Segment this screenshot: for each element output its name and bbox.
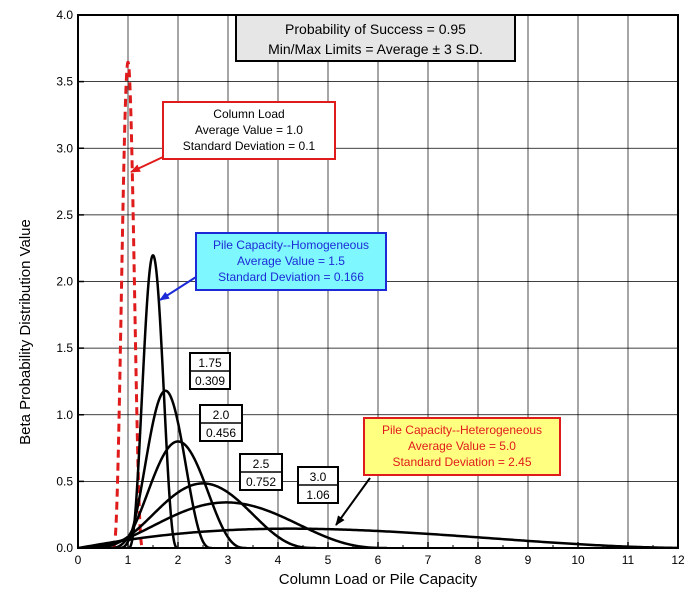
curve-label-1-sd: 0.309 bbox=[195, 374, 225, 388]
heterogeneous-annotation: Pile Capacity--Heterogeneous Average Val… bbox=[363, 417, 561, 476]
curve-label-4-sd: 1.06 bbox=[306, 488, 330, 502]
curve-mean-3-sd-1_06 bbox=[78, 501, 388, 548]
x-tick-label: 4 bbox=[275, 553, 282, 567]
curve-label-2-mean: 2.0 bbox=[213, 408, 230, 422]
homogeneous-line-3: Standard Deviation = 0.166 bbox=[218, 270, 364, 284]
heterogeneous-line-2: Average Value = 5.0 bbox=[408, 439, 516, 453]
homogeneous-arrow bbox=[159, 276, 197, 301]
curve-label-2: 2.0 0.456 bbox=[199, 404, 243, 442]
curve-mean-1_75-sd-0_309 bbox=[118, 389, 213, 548]
homogeneous-line-2: Average Value = 1.5 bbox=[237, 254, 345, 268]
curve-mean-5-sd-2_45 bbox=[78, 527, 678, 548]
column-load-arrow bbox=[130, 156, 164, 173]
header-box: Probability of Success = 0.95 Min/Max Li… bbox=[235, 14, 516, 62]
column-load-line-2: Average Value = 1.0 bbox=[195, 123, 303, 137]
curve-label-3: 2.5 0.752 bbox=[239, 453, 283, 491]
x-axis-label: Column Load or Pile Capacity bbox=[279, 571, 478, 588]
heterogeneous-line-1: Pile Capacity--Heterogeneous bbox=[382, 423, 542, 437]
y-axis-label: Beta Probability Distribution Value bbox=[17, 219, 34, 445]
x-tick-label: 3 bbox=[225, 553, 232, 567]
homogeneous-line-1: Pile Capacity--Homogeneous bbox=[213, 238, 369, 252]
x-tick-label: 8 bbox=[475, 553, 482, 567]
curve-label-3-sd: 0.752 bbox=[246, 475, 276, 489]
curve-label-1: 1.75 0.309 bbox=[189, 352, 231, 390]
curve-label-3-mean: 2.5 bbox=[253, 457, 270, 471]
distribution-curves bbox=[78, 60, 678, 548]
x-tick-label: 0 bbox=[75, 553, 82, 567]
column-load-line-1: Column Load bbox=[213, 107, 284, 121]
header-line-1: Probability of Success = 0.95 bbox=[285, 21, 466, 37]
curve-label-4-mean: 3.0 bbox=[310, 470, 327, 484]
curve-label-1-mean: 1.75 bbox=[198, 356, 222, 370]
x-tick-label: 7 bbox=[425, 553, 432, 567]
y-tick-label: 2.0 bbox=[56, 275, 73, 289]
x-tick-label: 9 bbox=[525, 553, 532, 567]
x-tick-label: 10 bbox=[571, 553, 585, 567]
x-tick-label: 11 bbox=[622, 553, 635, 567]
header-line-2: Min/Max Limits = Average ± 3 S.D. bbox=[268, 41, 483, 57]
column-load-line-3: Standard Deviation = 0.1 bbox=[183, 139, 316, 153]
x-tick-label: 5 bbox=[325, 553, 332, 567]
y-tick-label: 1.5 bbox=[56, 341, 73, 355]
x-tick-label: 1 bbox=[125, 553, 132, 567]
y-tick-label: 0.5 bbox=[56, 474, 73, 488]
heterogeneous-line-3: Standard Deviation = 2.45 bbox=[392, 455, 531, 469]
y-tick-label: 2.5 bbox=[56, 208, 73, 222]
homogeneous-annotation: Pile Capacity--Homogeneous Average Value… bbox=[195, 232, 387, 291]
y-tick-label: 3.0 bbox=[56, 141, 73, 155]
x-tick-label: 2 bbox=[175, 553, 182, 567]
heterogeneous-arrow bbox=[335, 477, 371, 526]
x-tick-label: 6 bbox=[375, 553, 382, 567]
curve-label-2-sd: 0.456 bbox=[206, 426, 236, 440]
y-tick-label: 1.0 bbox=[56, 408, 73, 422]
column-load-annotation: Column Load Average Value = 1.0 Standard… bbox=[162, 101, 336, 160]
y-tick-label: 4.0 bbox=[56, 8, 73, 22]
curve-label-4: 3.0 1.06 bbox=[297, 466, 339, 504]
axis-ticks: 0 1 2 3 4 5 6 7 8 9 10 11 120.00.51.01.52.02.53.03.5… bbox=[56, 8, 685, 567]
y-tick-label: 0.0 bbox=[56, 541, 73, 555]
y-tick-label: 3.5 bbox=[56, 75, 73, 89]
x-tick-label: 12 bbox=[671, 553, 685, 567]
